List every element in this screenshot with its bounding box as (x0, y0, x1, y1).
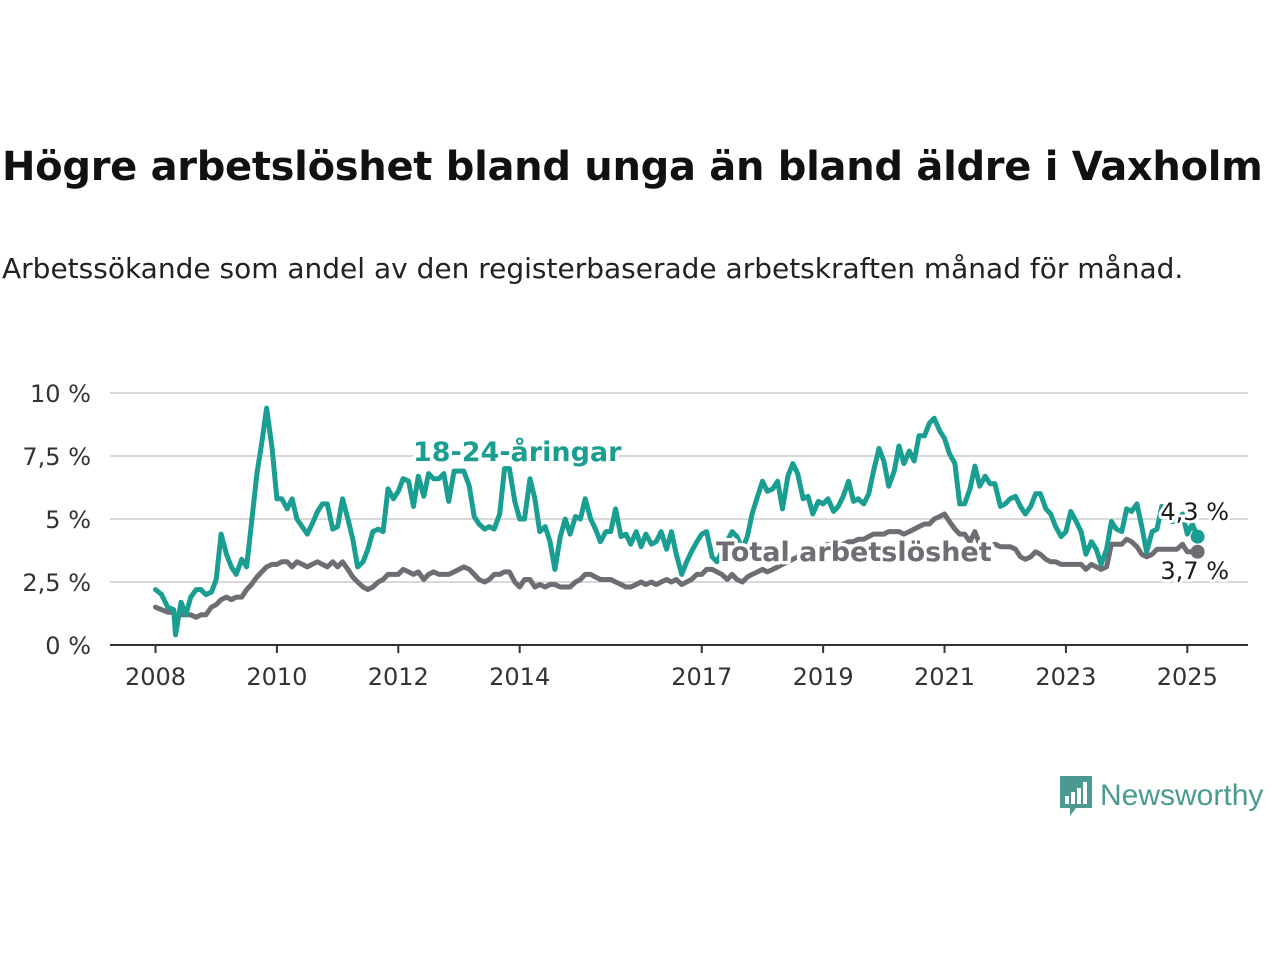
bar-chart-speech-bubble-icon (1060, 776, 1092, 816)
series-end-marker-total (1190, 544, 1205, 559)
end-label-total-halo: 3,7 % (1160, 557, 1229, 585)
x-tick-label: 2014 (489, 663, 550, 691)
gridlines (110, 392, 1248, 583)
y-tick-label: 0 % (45, 632, 91, 660)
x-tick-label: 2025 (1157, 663, 1218, 691)
end-label-total: 3,7 % (1160, 557, 1229, 585)
end-label-18-24-halo: 4,3 % (1160, 498, 1229, 526)
line-chart: 0 % 2,5 % 5 % 7,5 % 10 % 2008 2010 2012 2014 201… (22, 380, 1248, 691)
y-tick-label: 7,5 % (22, 443, 91, 471)
x-tick-label: 2017 (671, 663, 732, 691)
x-tick-label: 2023 (1035, 663, 1096, 691)
series-lines (153, 405, 1205, 638)
series-line-18-24 (153, 405, 1201, 638)
series-label-18-24: 18-24-åringar (413, 436, 622, 468)
x-tick-label: 2012 (368, 663, 429, 691)
series-end-marker-18-24 (1190, 529, 1205, 544)
x-tick-label: 2021 (914, 663, 975, 691)
x-tick-label: 2008 (125, 663, 186, 691)
y-tick-label: 2,5 % (22, 569, 91, 597)
chart-subtitle: Arbetssökande som andel av den registerb… (2, 252, 1184, 285)
series-label-18-24-halo: 18-24-åringar (413, 436, 622, 468)
y-axis-tick-labels: 0 % 2,5 % 5 % 7,5 % 10 % (22, 380, 91, 660)
series-label-total: Total arbetslöshet (716, 537, 992, 568)
series-label-total-halo: Total arbetslöshet (716, 537, 992, 568)
x-axis: 2008 2010 2012 2014 2017 2019 2021 2023 2025 (110, 644, 1248, 691)
x-tick-label: 2010 (246, 663, 307, 691)
x-tick-label: 2019 (793, 663, 854, 691)
logo-text: Newsworthy (1100, 779, 1264, 812)
y-tick-label: 5 % (45, 506, 91, 534)
chart-title: Högre arbetslöshet bland unga än bland ä… (2, 144, 1263, 190)
end-label-18-24: 4,3 % (1160, 498, 1229, 526)
newsworthy-logo[interactable]: Newsworthy (1058, 774, 1263, 818)
series-line-total (153, 511, 1201, 620)
y-tick-label: 10 % (30, 380, 91, 408)
